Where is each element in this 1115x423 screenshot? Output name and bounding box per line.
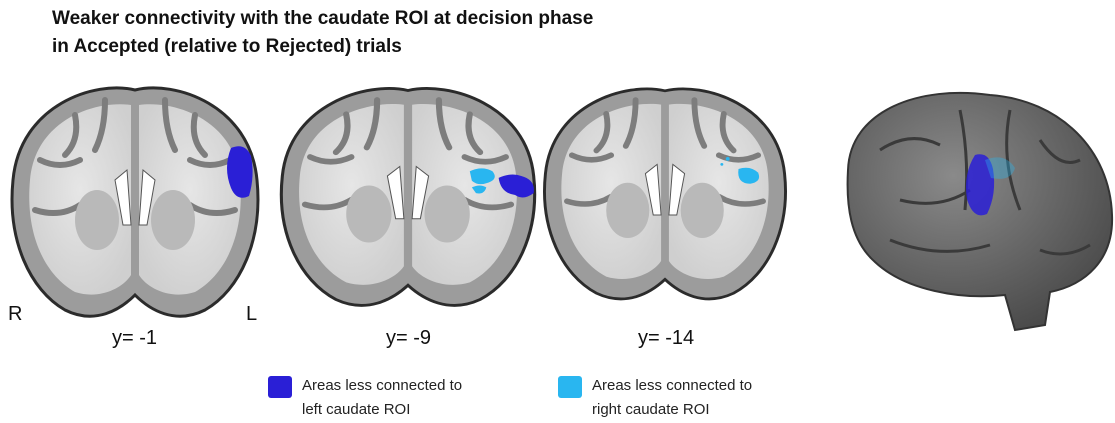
slice-label: y= -1 [112,327,157,349]
slice-label: y= -9 [386,327,431,349]
orientation-label: L [246,303,257,325]
legend-text: left caudate ROI [302,401,410,418]
legend-text: Areas less connected to [302,377,462,394]
legend-swatch [558,376,582,398]
legend-text: Areas less connected to [592,377,752,394]
legend-swatch [268,376,292,398]
legend-text: right caudate ROI [592,401,710,418]
title-line: Weaker connectivity with the caudate ROI… [52,8,593,29]
slice-label: y= -14 [638,327,694,349]
orientation-label: R [8,303,22,325]
coronal-slice [281,89,534,306]
sagittal-brain [846,91,1114,332]
title-line: in Accepted (relative to Rejected) trial… [52,36,402,57]
coronal-slice [12,88,258,316]
coronal-slice [545,89,786,299]
